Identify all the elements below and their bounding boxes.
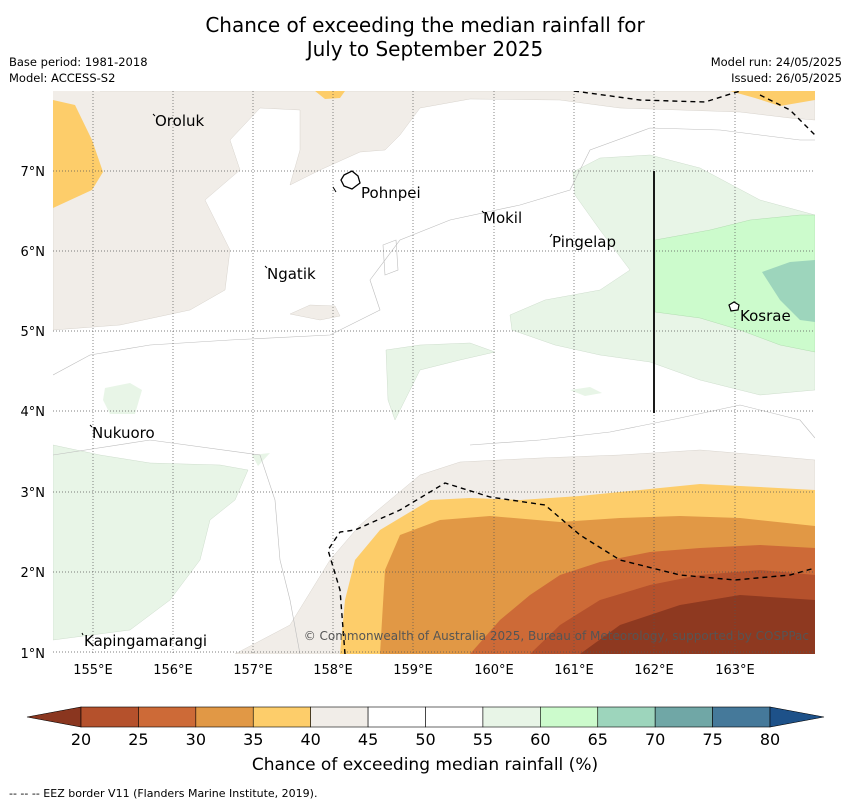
region-40-45-patch bbox=[289, 304, 341, 321]
lon-label: 163°E bbox=[715, 663, 755, 678]
map-plot-area: Oroluk Pohnpei Mokil Pingelap Ngatik Kos… bbox=[53, 91, 815, 654]
colorbar-tick-label: 40 bbox=[300, 730, 320, 749]
colorbar-tick-label: 70 bbox=[645, 730, 665, 749]
colorbar-tick-label: 65 bbox=[588, 730, 608, 749]
footnote: -- -- -- EEZ border V11 (Flanders Marine… bbox=[9, 787, 318, 800]
longitude-labels: 155°E 156°E 157°E 158°E 159°E 160°E 161°… bbox=[73, 663, 755, 678]
place-nukuoro: Nukuoro bbox=[92, 424, 155, 442]
colorbar-segment bbox=[252, 706, 311, 728]
place-kosrae: Kosrae bbox=[740, 307, 791, 325]
title-line-2: July to September 2025 bbox=[306, 37, 544, 61]
region-40-45-north bbox=[53, 91, 815, 331]
lon-label: 159°E bbox=[393, 663, 433, 678]
place-markers bbox=[81, 113, 553, 636]
colorbar-segments bbox=[80, 706, 771, 728]
lon-label: 158°E bbox=[313, 663, 353, 678]
region-55-60-dot2 bbox=[570, 387, 602, 396]
colorbar-tick-label: 25 bbox=[128, 730, 148, 749]
lon-label: 162°E bbox=[634, 663, 674, 678]
colorbar-segment bbox=[310, 706, 369, 728]
place-mokil: Mokil bbox=[483, 209, 522, 227]
place-labels: Oroluk Pohnpei Mokil Pingelap Ngatik Kos… bbox=[84, 112, 791, 650]
colorbar-tick-label: 35 bbox=[243, 730, 263, 749]
lat-label: 7°N bbox=[21, 165, 46, 180]
colorbar-segment bbox=[482, 706, 541, 728]
region-35-40-ne bbox=[730, 91, 815, 106]
region-35-40-nw bbox=[53, 100, 103, 208]
lon-label: 155°E bbox=[73, 663, 113, 678]
region-55-60-dot bbox=[252, 453, 270, 466]
lon-label: 156°E bbox=[153, 663, 193, 678]
colorbar-segment bbox=[195, 706, 254, 728]
region-55-60-sw bbox=[53, 444, 249, 641]
place-oroluk: Oroluk bbox=[155, 112, 204, 130]
lat-label: 3°N bbox=[21, 486, 46, 501]
place-ngatik: Ngatik bbox=[267, 265, 316, 283]
map-title: Chance of exceeding the median rainfall … bbox=[0, 13, 850, 61]
colorbar-segment bbox=[138, 706, 197, 728]
base-period-text: Base period: 1981-2018 bbox=[9, 55, 148, 69]
colorbar: 20 25 30 35 40 45 50 55 60 65 70 75 80 bbox=[26, 706, 825, 749]
colorbar-tick-label: 60 bbox=[530, 730, 550, 749]
place-pingelap: Pingelap bbox=[552, 233, 616, 251]
lat-label: 4°N bbox=[21, 405, 46, 420]
colorbar-segment bbox=[712, 706, 771, 728]
model-text: Model: ACCESS-S2 bbox=[9, 71, 116, 85]
colorbar-tick-label: 30 bbox=[186, 730, 206, 749]
place-pohnpei: Pohnpei bbox=[361, 184, 421, 202]
colorbar-over-arrow bbox=[769, 706, 825, 728]
region-55-60-west-small bbox=[103, 383, 142, 414]
region-under-20-south bbox=[580, 595, 815, 654]
colorbar-tick-label: 50 bbox=[415, 730, 435, 749]
colorbar-segment bbox=[367, 706, 426, 728]
colorbar-segment bbox=[597, 706, 656, 728]
lon-label: 157°E bbox=[233, 663, 273, 678]
title-line-1: Chance of exceeding the median rainfall … bbox=[205, 13, 645, 37]
copyright-text: © Commonwealth of Australia 2025, Bureau… bbox=[304, 629, 809, 643]
colorbar-title: Chance of exceeding median rainfall (%) bbox=[251, 755, 599, 775]
issued-text: Issued: 26/05/2025 bbox=[731, 71, 842, 85]
colorbar-tick-label: 80 bbox=[760, 730, 780, 749]
colorbar-segment bbox=[654, 706, 713, 728]
meta-left: Base period: 1981-2018 Model: ACCESS-S2 bbox=[9, 54, 148, 86]
colorbar-segment bbox=[80, 706, 139, 728]
lat-label: 2°N bbox=[21, 566, 46, 581]
colorbar-tick-label: 45 bbox=[358, 730, 378, 749]
region-65-70 bbox=[762, 260, 815, 322]
model-run-text: Model run: 24/05/2025 bbox=[710, 55, 842, 69]
meta-right: Model run: 24/05/2025 Issued: 26/05/2025 bbox=[711, 54, 842, 86]
colorbar-under-arrow bbox=[26, 706, 82, 728]
latitude-labels: 7°N 6°N 5°N 4°N 3°N 2°N 1°N bbox=[21, 165, 46, 662]
place-kapingamarangi: Kapingamarangi bbox=[84, 632, 207, 650]
lat-label: 1°N bbox=[21, 647, 46, 662]
colorbar-segment bbox=[425, 706, 484, 728]
colorbar-tick-label: 55 bbox=[473, 730, 493, 749]
colorbar-segment bbox=[540, 706, 599, 728]
colorbar-tick-label: 20 bbox=[71, 730, 91, 749]
eez-border bbox=[327, 91, 815, 654]
pohnpei-reef bbox=[332, 186, 337, 193]
contour-lines bbox=[53, 127, 815, 654]
lat-label: 6°N bbox=[21, 245, 46, 260]
region-55-60-center bbox=[385, 342, 496, 421]
colorbar-tick-label: 75 bbox=[702, 730, 722, 749]
lat-label: 5°N bbox=[21, 325, 46, 340]
colorbar-tick-labels: 20 25 30 35 40 45 50 55 60 65 70 75 80 bbox=[71, 730, 780, 749]
lon-label: 161°E bbox=[554, 663, 594, 678]
lon-label: 160°E bbox=[474, 663, 514, 678]
kosrae-island bbox=[728, 301, 740, 312]
region-35-40-n bbox=[315, 91, 345, 99]
pohnpei-island bbox=[340, 170, 361, 190]
